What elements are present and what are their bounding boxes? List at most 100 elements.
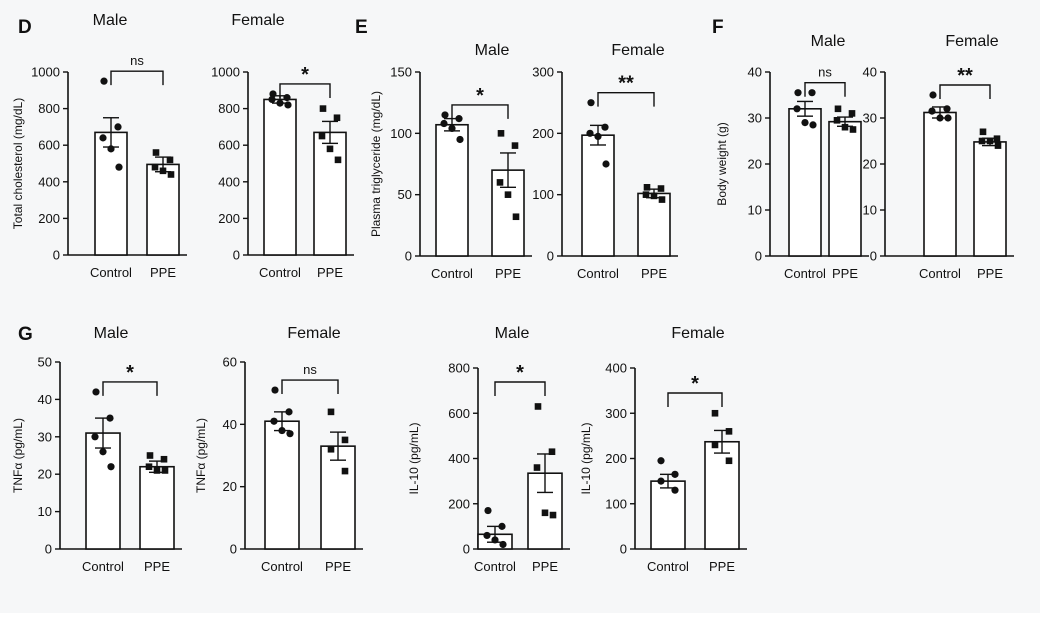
y-tick-label: 0 — [405, 249, 412, 264]
data-point — [269, 90, 277, 98]
bar — [264, 420, 300, 550]
chart-title: Male — [475, 42, 510, 59]
data-point — [993, 135, 1001, 142]
y-tick-label: 300 — [532, 65, 554, 80]
data-point — [166, 156, 174, 164]
y-axis-label: Total cholesterol (mg/dL) — [11, 98, 25, 229]
data-point — [146, 452, 154, 459]
y-tick-label: 800 — [218, 101, 240, 116]
data-point — [601, 123, 609, 131]
data-point — [657, 477, 665, 485]
bar — [139, 465, 175, 550]
x-tick-label: Control — [259, 265, 301, 280]
y-tick-label: 0 — [620, 542, 627, 557]
data-point — [100, 77, 108, 85]
data-point — [484, 506, 492, 515]
bar — [146, 163, 180, 256]
y-axis-label: IL-10 (pg/mL) — [579, 422, 593, 494]
bar — [788, 108, 822, 257]
chart-1: Male Total cholesterol (mg/dL) 0 200 400 600 8… — [11, 12, 187, 280]
data-point — [650, 192, 658, 200]
data-point — [657, 457, 665, 465]
y-tick-label: 600 — [448, 406, 470, 421]
chart-title: Male — [93, 12, 128, 29]
data-point — [483, 531, 491, 540]
data-point — [107, 463, 115, 471]
significance-label: ** — [957, 65, 973, 87]
data-point — [161, 467, 169, 474]
data-point — [496, 179, 504, 186]
data-point — [456, 135, 464, 144]
chart-5: Male Body weight (g) 0 10 20 30 40 Control PPE ns — [715, 33, 869, 281]
chart-10: Female IL-10 (pg/mL) 0 100 200 300 400 Control P… — [579, 325, 747, 574]
chart-title: Male — [811, 33, 846, 50]
data-point — [534, 403, 542, 410]
y-tick-label: 0 — [755, 249, 762, 264]
significance-label: * — [691, 373, 699, 395]
data-point — [511, 142, 519, 149]
data-point — [99, 134, 107, 142]
y-tick-label: 40 — [863, 65, 877, 80]
significance-label: ns — [130, 53, 144, 68]
bar — [650, 480, 686, 550]
y-tick-label: 0 — [53, 248, 60, 263]
data-point — [333, 114, 341, 122]
data-point — [448, 124, 456, 133]
y-tick-label: 20 — [223, 479, 237, 494]
data-point — [319, 105, 327, 112]
data-point — [268, 95, 276, 104]
y-tick-label: 100 — [390, 126, 412, 141]
x-tick-label: Control — [919, 266, 961, 281]
data-point — [499, 540, 507, 549]
data-point — [285, 408, 293, 416]
y-tick-label: 20 — [38, 467, 52, 482]
y-tick-label: 200 — [605, 451, 627, 466]
data-point — [455, 115, 463, 123]
y-tick-label: 100 — [605, 496, 627, 511]
data-point — [657, 185, 665, 192]
chart-3: Male Plasma triglyceride (mg/dL) 0 50 100 150… — [369, 42, 532, 281]
data-point — [504, 191, 512, 198]
x-tick-label: PPE — [325, 559, 351, 574]
panel-letter-g: G — [18, 324, 33, 345]
data-point — [91, 433, 99, 441]
data-point — [711, 441, 719, 449]
chart-title: Male — [94, 325, 129, 342]
y-tick-label: 20 — [863, 157, 877, 172]
significance-label: * — [476, 85, 484, 107]
data-point — [152, 149, 160, 156]
data-point — [834, 105, 842, 113]
data-point — [711, 409, 719, 417]
significance-bracket — [451, 104, 509, 119]
y-tick-label: 40 — [223, 417, 237, 432]
data-point — [99, 448, 107, 456]
x-tick-label: PPE — [977, 266, 1003, 281]
y-tick-label: 150 — [390, 65, 412, 80]
significance-bracket — [597, 91, 655, 107]
y-tick-label: 0 — [463, 542, 470, 557]
data-point — [159, 167, 167, 175]
y-tick-label: 400 — [605, 361, 627, 376]
data-point — [284, 101, 292, 109]
data-point — [944, 114, 952, 122]
y-tick-label: 0 — [547, 249, 554, 264]
bar — [581, 134, 615, 257]
chart-title: Female — [231, 12, 284, 29]
data-point — [497, 130, 505, 137]
chart-6: Female 0 10 20 30 40 Control PPE ** — [863, 33, 1014, 281]
data-point — [533, 464, 541, 471]
significance-bracket — [110, 70, 164, 86]
data-point — [594, 132, 602, 140]
data-point — [114, 123, 122, 131]
significance-bracket — [494, 381, 546, 396]
data-point — [440, 119, 448, 128]
data-point — [725, 428, 733, 435]
significance-bracket — [939, 84, 991, 99]
y-tick-label: 30 — [38, 429, 52, 444]
data-point — [318, 132, 326, 140]
chart-7: Male TNFα (pg/mL) 0 10 20 30 40 50 Control PPE * — [11, 325, 182, 574]
y-tick-label: 200 — [448, 496, 470, 511]
data-point — [642, 191, 650, 198]
